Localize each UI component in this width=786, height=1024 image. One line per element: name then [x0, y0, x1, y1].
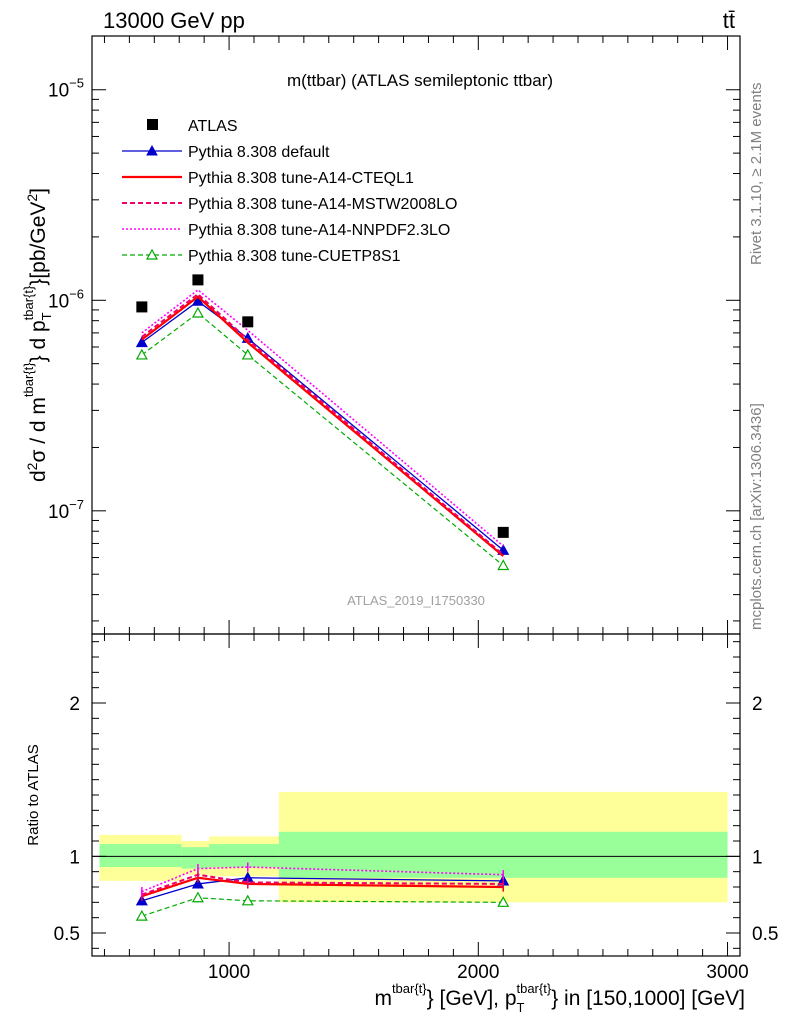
process-label: tt̄ — [723, 8, 735, 33]
x-tick-label: 3000 — [706, 962, 748, 983]
ratio-series-point — [497, 896, 510, 907]
ratio-series-line — [141, 897, 504, 917]
ratio-y-tick-label: 1 — [69, 847, 80, 868]
y-tick-label: 10−7 — [48, 497, 84, 523]
ratio-series-point — [135, 909, 148, 921]
y-tick-label: 10−5 — [48, 76, 84, 102]
data-point — [192, 274, 204, 286]
legend-label: Pythia 8.308 tune-CUETP8S1 — [188, 248, 401, 265]
main-series-point — [241, 348, 254, 360]
data-point — [497, 526, 509, 538]
x-tick-label: 2000 — [457, 962, 499, 983]
main-y-axis-label: d2σ / d mtbar{t}} d pTtbar{t}}[pb/GeV2] — [21, 188, 54, 482]
ratio-y-tick-label: 0.5 — [54, 924, 80, 945]
main-series-point — [135, 336, 148, 348]
ratio-y-axis-label: Ratio to ATLAS — [25, 744, 42, 845]
legend-marker — [145, 248, 159, 260]
legend-label: Pythia 8.308 tune-A14-NNPDF2.3LO — [188, 222, 450, 239]
ratio-band-inner — [99, 844, 182, 868]
ratio-series-point — [191, 891, 204, 903]
ratio-series-point — [191, 877, 204, 889]
x-axis-label: mtbar{t}} [GeV], pTtbar{t}} in [150,1000… — [374, 981, 745, 1015]
legend: ATLAS Pythia 8.308 default Pythia 8.308 tu… — [122, 118, 457, 265]
ratio-series-line — [141, 876, 504, 898]
mcplots-reference-label: mcplots.cern.ch [arXiv:1306.3436] — [748, 403, 765, 630]
main-series-point — [191, 294, 204, 306]
legend-label: Pythia 8.308 tune-A14-MSTW2008LO — [188, 196, 457, 213]
svg-text:d2σ / d mtbar{t}} d pTtbar{t}}: d2σ / d mtbar{t}} d pTtbar{t}}[pb/GeV2] — [21, 188, 54, 482]
legend-label: ATLAS — [188, 118, 238, 135]
ratio-y-tick-label: 2 — [69, 694, 80, 715]
y-tick-label: 10−6 — [48, 286, 84, 312]
x-tick-label: 1000 — [208, 962, 250, 983]
ratio-y-tick-label-right: 2 — [752, 694, 763, 715]
ratio-y-tick-label-right: 1 — [752, 847, 763, 868]
collision-label: 13000 GeV pp — [103, 8, 245, 33]
main-series-line — [141, 312, 504, 566]
analysis-watermark: ATLAS_2019_I1750330 — [347, 593, 485, 608]
data-point — [242, 316, 254, 328]
main-series-point — [135, 348, 148, 360]
main-title: m(ttbar) (ATLAS semileptonic ttbar) — [287, 71, 553, 90]
ratio-band-inner — [181, 847, 210, 869]
ratio-band-inner — [209, 844, 279, 868]
legend-label: Pythia 8.308 default — [188, 144, 330, 161]
data-point — [136, 301, 148, 313]
ratio-series-point — [241, 894, 254, 906]
main-series-point — [191, 306, 204, 318]
legend-marker — [146, 144, 158, 156]
main-series-line — [141, 300, 504, 551]
legend-marker-data — [147, 119, 158, 130]
ratio-y-tick-label-right: 0.5 — [752, 924, 778, 945]
ratio-series-line — [141, 873, 504, 896]
chart-marks: 1000 2000 3000 10−7 10−6 10−5 0.5 0.5 1 1 2 2 — [48, 35, 778, 983]
rivet-version-label: Rivet 3.1.10, ≥ 2.1M events — [748, 83, 765, 266]
ratio-series-line — [141, 866, 504, 893]
main-series-line — [141, 295, 504, 557]
legend-label: Pythia 8.308 tune-A14-CTEQL1 — [188, 170, 414, 187]
svg-text:mtbar{t}} [GeV], pTtbar{t}} in: mtbar{t}} [GeV], pTtbar{t}} in [150,1000… — [374, 981, 745, 1015]
main-series-line — [141, 292, 504, 556]
main-series-point — [497, 559, 510, 571]
